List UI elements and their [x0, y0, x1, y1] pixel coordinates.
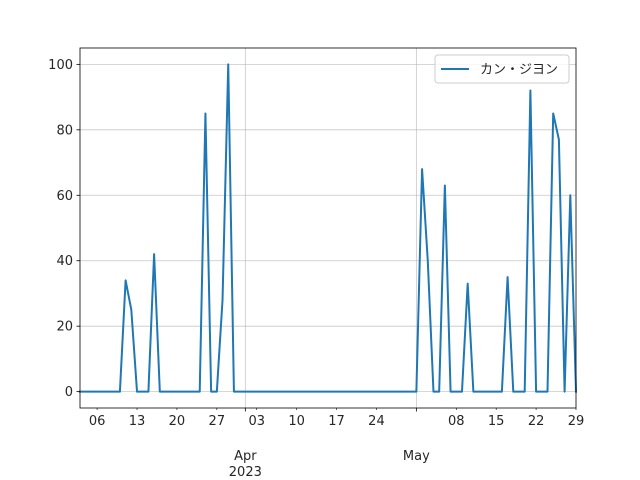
y-tick-label: 80: [56, 123, 73, 138]
x-minor-tick-label: 17: [328, 414, 345, 429]
x-minor-tick-label: 10: [288, 414, 305, 429]
legend: カン・ジヨン: [434, 54, 570, 84]
legend-label: カン・ジヨン: [480, 63, 558, 78]
x-minor-tick-label: 20: [169, 414, 186, 429]
x-minor-tick-label: 22: [528, 414, 545, 429]
x-minor-tick-label: 13: [129, 414, 146, 429]
plot-frame: [79, 47, 577, 409]
legend-box: [434, 54, 570, 84]
y-tick-label: 20: [56, 320, 73, 335]
y-axis: 0 20 40 60 80 100: [48, 58, 80, 400]
x-major-tick-label: May: [403, 449, 430, 464]
y-tick-label: 100: [48, 58, 73, 73]
series-layer: [79, 63, 578, 393]
x-minor-tick-label: 27: [209, 414, 226, 429]
x-minor-tick-label: 24: [368, 414, 385, 429]
x-major-tick-label: Apr: [234, 449, 257, 464]
x-minor-tick-label: 08: [448, 414, 465, 429]
series-line: [79, 63, 578, 393]
plot-area: [80, 48, 576, 408]
y-tick-label: 60: [56, 189, 73, 204]
y-tick-label: 0: [65, 385, 73, 400]
x-minor-tick-label: 06: [89, 414, 106, 429]
x-major-tick-sublabel: 2023: [229, 465, 262, 480]
x-minor-tick-label: 15: [488, 414, 505, 429]
x-minor-tick-label: 29: [568, 414, 585, 429]
x-minor-tick-label: 03: [248, 414, 265, 429]
y-tick-label: 40: [56, 254, 73, 269]
